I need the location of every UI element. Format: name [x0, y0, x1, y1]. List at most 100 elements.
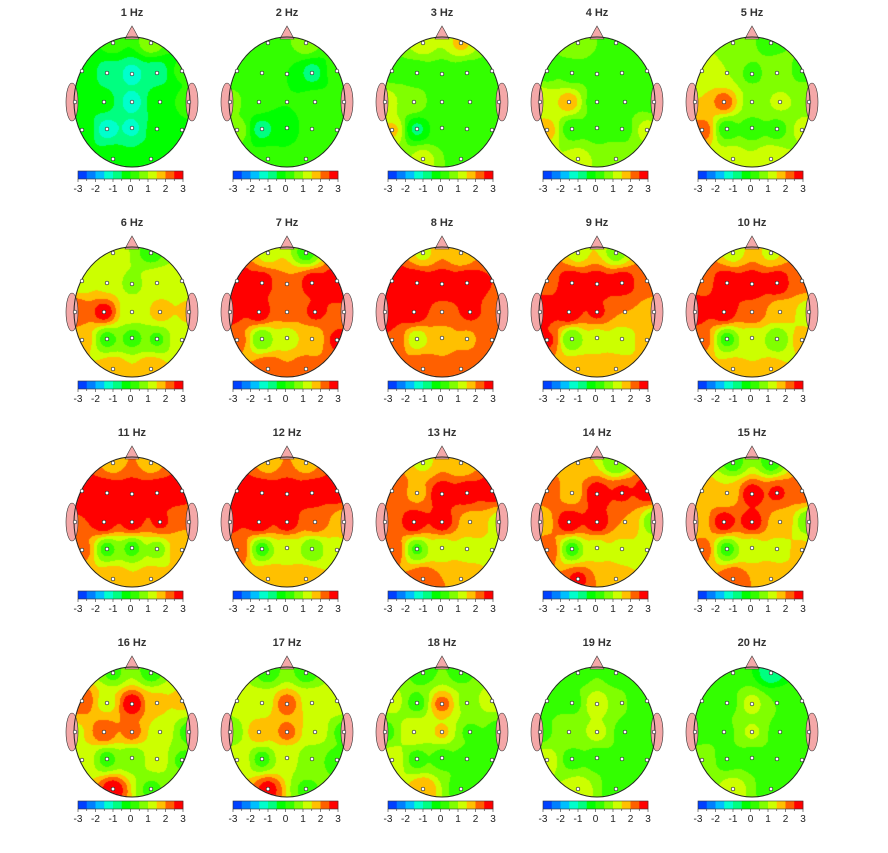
electrode-marker [284, 335, 290, 341]
electrode-marker [575, 460, 581, 466]
colorbar-tick-label: -3 [694, 394, 703, 405]
electrode-marker [774, 70, 780, 76]
electrode-marker [110, 156, 116, 162]
colorbar-tick-label: -2 [246, 814, 255, 825]
colorbar-tick-label: 1 [145, 814, 151, 825]
colorbar-cell [440, 801, 450, 809]
colorbar-cell [776, 171, 786, 179]
colorbar-cell [776, 801, 786, 809]
colorbar-tick-label: -2 [556, 604, 565, 615]
colorbar-cell [139, 171, 149, 179]
electrode-marker [464, 700, 470, 706]
colorbar-tick-label: 2 [318, 184, 324, 195]
electrode-marker [227, 729, 233, 735]
colorbar-cell [466, 801, 476, 809]
colorbar-cell [320, 171, 330, 179]
colorbar-cell [715, 171, 725, 179]
electrode-marker [721, 519, 727, 525]
colorbar-cell [329, 171, 339, 179]
electrode-marker [389, 278, 395, 284]
colorbar-cell [139, 381, 149, 389]
colorbar-cell [259, 801, 269, 809]
electrode-marker [148, 366, 154, 372]
electrode-marker [749, 335, 755, 341]
electrode-marker [259, 280, 265, 286]
topomap-overlay: -3 -2 -1 0 1 2 3 [65, 25, 199, 195]
electrode-marker [389, 68, 395, 74]
electrode-marker [265, 156, 271, 162]
colorbar-cell [466, 591, 476, 599]
electrode-marker [594, 71, 600, 77]
colorbar-cell [706, 801, 716, 809]
colorbar-cell [484, 801, 494, 809]
colorbar-cell [148, 591, 158, 599]
colorbar-cell [794, 171, 804, 179]
electrode-marker [575, 40, 581, 46]
electrode-marker [234, 698, 240, 704]
electrode-marker [619, 126, 625, 132]
topomap-overlay: -3 -2 -1 0 1 2 3 [375, 445, 509, 615]
colorbar-cell [759, 591, 769, 599]
topomap-panel: 15 Hz -3 -2 -1 0 1 2 3 [677, 420, 827, 620]
colorbar-cell [794, 591, 804, 599]
colorbar-tick-label: 3 [645, 604, 651, 615]
electrode-marker [110, 460, 116, 466]
colorbar-cell [733, 381, 743, 389]
electrode-marker [129, 309, 135, 315]
colorbar-tick-label: -2 [246, 604, 255, 615]
electrode-marker [464, 336, 470, 342]
colorbar-tick-label: 1 [455, 184, 461, 195]
colorbar-cell [259, 381, 269, 389]
electrode-marker [234, 68, 240, 74]
electrode-marker [644, 757, 650, 763]
electrode-marker [594, 335, 600, 341]
colorbar-cell [586, 381, 596, 389]
electrode-marker [799, 488, 805, 494]
electrode-marker [749, 519, 755, 525]
colorbar-cell [785, 171, 795, 179]
electrode-marker [467, 519, 473, 525]
electrode-marker [284, 99, 290, 105]
colorbar-tick-label: -3 [74, 604, 83, 615]
electrode-marker [420, 670, 426, 676]
electrode-marker [544, 698, 550, 704]
electrode-marker [309, 490, 315, 496]
nose-shape [124, 25, 140, 40]
nose-shape [124, 235, 140, 250]
electrode-marker [265, 250, 271, 256]
colorbar-cell [595, 801, 605, 809]
electrode-marker [768, 366, 774, 372]
electrode-marker [619, 756, 625, 762]
colorbar-tick-label: -1 [419, 604, 428, 615]
colorbar-tick-label: 0 [438, 604, 444, 615]
topomap-panel: 13 Hz -3 -2 -1 0 1 2 3 [367, 420, 517, 620]
colorbar-cell [174, 381, 184, 389]
colorbar-tick-label: 1 [145, 604, 151, 615]
electrode-marker [414, 546, 420, 552]
colorbar-cell [95, 171, 105, 179]
electrode-marker [730, 250, 736, 256]
electrode-marker [234, 757, 240, 763]
electrode-marker [613, 366, 619, 372]
panel-title: 15 Hz [737, 427, 767, 439]
colorbar-tick-label: -2 [401, 604, 410, 615]
electrode-marker [544, 337, 550, 343]
panel-title: 13 Hz [427, 427, 457, 439]
colorbar-tick-label: -1 [729, 604, 738, 615]
topomap-panel: 19 Hz -3 -2 -1 0 1 2 3 [522, 630, 672, 830]
colorbar-cell [458, 171, 468, 179]
electrode-marker [439, 519, 445, 525]
electrode-marker [575, 576, 581, 582]
colorbar-cell [741, 381, 751, 389]
colorbar-tick-label: 3 [335, 604, 341, 615]
colorbar-cell [320, 801, 330, 809]
colorbar-cell [294, 171, 304, 179]
electrode-marker [799, 278, 805, 284]
electrode-marker [129, 281, 135, 287]
electrode-marker [566, 729, 572, 735]
electrode-marker [619, 70, 625, 76]
colorbar-cell [759, 801, 769, 809]
colorbar-tick-label: -3 [229, 814, 238, 825]
colorbar-cell [551, 381, 561, 389]
colorbar-tick-label: -1 [109, 394, 118, 405]
